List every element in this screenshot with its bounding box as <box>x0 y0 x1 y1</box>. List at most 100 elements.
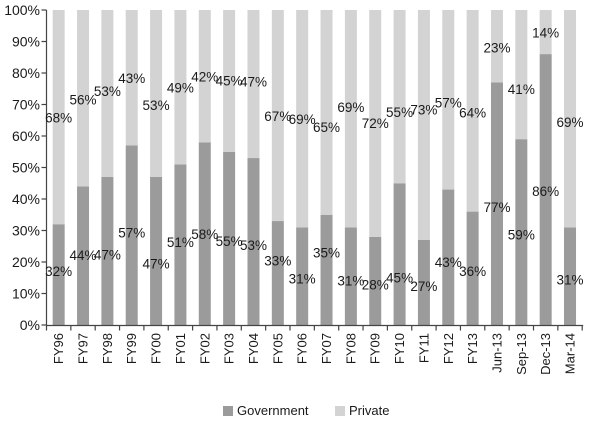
data-label-government-FY05: 33% <box>264 254 291 269</box>
x-axis-label-FY97: FY97 <box>76 333 91 364</box>
x-axis-label-FY13: FY13 <box>465 333 480 364</box>
y-axis-tick-label: 10% <box>12 286 40 302</box>
x-axis-label-FY03: FY03 <box>222 333 237 364</box>
data-label-government-FY96: 32% <box>45 264 72 279</box>
bar-segment-private-Mar-14 <box>564 10 577 228</box>
y-axis-tick-label: 20% <box>12 254 40 270</box>
bar-segment-private-Dec-13 <box>539 10 552 55</box>
bar-segment-government-FY98 <box>101 176 114 325</box>
data-label-private-Sep-13: 41% <box>508 82 535 97</box>
data-label-government-FY12: 43% <box>435 255 462 270</box>
data-label-private-Mar-14: 69% <box>557 115 584 130</box>
data-label-private-FY99: 43% <box>118 71 145 86</box>
data-label-private-FY98: 53% <box>94 84 121 99</box>
x-axis-label-FY07: FY07 <box>319 333 334 364</box>
bar-segment-government-FY01 <box>174 164 187 325</box>
x-axis-label-FY11: FY11 <box>416 333 431 363</box>
chart-legend: Government Private <box>0 401 600 419</box>
data-label-private-FY07: 65% <box>313 120 340 135</box>
data-label-private-FY00: 53% <box>143 98 170 113</box>
data-label-government-FY04: 53% <box>240 238 267 253</box>
x-axis-label-FY02: FY02 <box>197 333 212 364</box>
bar-segment-private-FY01 <box>174 10 187 165</box>
data-label-government-FY97: 44% <box>70 248 97 263</box>
bar-segment-government-FY05 <box>271 221 284 325</box>
bar-segment-government-Sep-13 <box>515 139 528 325</box>
bar-segment-government-FY06 <box>296 227 309 325</box>
bar-segment-private-Sep-13 <box>515 10 528 140</box>
x-axis-label-FY00: FY00 <box>149 333 164 364</box>
x-axis-label-FY09: FY09 <box>368 333 383 364</box>
bar-segment-private-FY97 <box>77 10 90 187</box>
bar-segment-government-FY09 <box>369 236 382 325</box>
data-label-government-FY02: 58% <box>191 227 218 242</box>
data-label-government-Dec-13: 86% <box>532 184 559 199</box>
data-label-government-Jun-13: 77% <box>483 200 510 215</box>
bar-segment-private-FY98 <box>101 10 114 177</box>
y-axis-tick-label: 80% <box>12 65 40 81</box>
bar-segment-government-FY03 <box>223 151 236 325</box>
bar-segment-private-FY04 <box>247 10 260 159</box>
x-axis-label-FY96: FY96 <box>51 333 66 364</box>
bar-segment-private-FY07 <box>320 10 333 215</box>
data-label-government-FY11: 27% <box>410 279 437 294</box>
data-label-private-FY96: 68% <box>45 111 72 126</box>
x-axis-label-FY04: FY04 <box>246 333 261 364</box>
bar-segment-private-FY12 <box>442 10 455 190</box>
data-label-private-FY12: 57% <box>435 95 462 110</box>
x-axis-label-Jun-13: Jun-13 <box>489 333 504 373</box>
x-axis-label-FY12: FY12 <box>441 333 456 364</box>
x-axis-label-Mar-14: Mar-14 <box>563 333 578 374</box>
bar-segment-government-FY99 <box>125 145 138 325</box>
bar-segment-private-FY13 <box>466 10 479 212</box>
x-axis-label-FY06: FY06 <box>295 333 310 364</box>
data-label-government-FY03: 55% <box>216 234 243 249</box>
bar-segment-government-FY00 <box>150 176 163 325</box>
data-label-government-FY99: 57% <box>118 226 145 241</box>
bar-segment-government-FY13 <box>466 211 479 325</box>
bar-segment-government-Mar-14 <box>564 227 577 325</box>
data-label-government-Sep-13: 59% <box>508 228 535 243</box>
y-axis-tick-label: 40% <box>12 191 40 207</box>
bar-segment-private-FY05 <box>271 10 284 222</box>
x-axis-label-FY08: FY08 <box>343 333 358 364</box>
y-axis-tick-label: 30% <box>12 223 40 239</box>
data-label-private-FY04: 47% <box>240 75 267 90</box>
x-axis-label-FY05: FY05 <box>270 333 285 364</box>
bar-segment-private-FY10 <box>393 10 406 184</box>
data-label-private-FY13: 64% <box>459 105 486 120</box>
data-label-government-FY98: 47% <box>94 248 121 263</box>
x-axis-label-Dec-13: Dec-13 <box>538 333 553 375</box>
data-label-government-FY08: 31% <box>337 274 364 289</box>
chart-canvas: 0% 10% 20% 30% 40% 50% 60% 70% 80% 90% 100% FY96 FY9… <box>4 2 584 375</box>
bar-segment-private-FY11 <box>417 10 430 240</box>
bar-segment-private-FY06 <box>296 10 309 228</box>
government-swatch-icon <box>223 405 233 416</box>
data-label-private-FY97: 56% <box>70 93 97 108</box>
data-label-private-FY08: 69% <box>337 100 364 115</box>
bar-segment-private-FY99 <box>125 10 138 146</box>
bar-segment-government-FY07 <box>320 214 333 325</box>
x-axis-label-FY01: FY01 <box>173 333 188 364</box>
data-label-private-FY06: 69% <box>289 112 316 127</box>
bar-segment-private-FY09 <box>369 10 382 237</box>
data-label-private-FY11: 73% <box>410 103 437 118</box>
data-label-private-Dec-13: 14% <box>532 26 559 41</box>
bar-segment-government-FY96 <box>52 224 65 325</box>
x-axis-label-FY99: FY99 <box>124 333 139 364</box>
data-label-private-Jun-13: 23% <box>483 41 510 56</box>
y-axis-tick-label: 70% <box>12 97 40 113</box>
y-axis-tick-label: 50% <box>12 160 40 176</box>
bar-segment-private-FY03 <box>223 10 236 152</box>
bar-segment-private-FY96 <box>52 10 65 225</box>
bar-segment-government-FY97 <box>77 186 90 325</box>
x-axis-label-Sep-13: Sep-13 <box>514 333 529 375</box>
x-axis-label-FY10: FY10 <box>392 333 407 364</box>
data-label-government-FY10: 45% <box>386 271 413 286</box>
data-label-government-FY13: 36% <box>459 264 486 279</box>
data-label-government-FY07: 35% <box>313 245 340 260</box>
legend-item-government: Government <box>223 403 309 418</box>
x-axis-label-FY98: FY98 <box>100 333 115 364</box>
bar-segment-government-Dec-13 <box>539 54 552 325</box>
